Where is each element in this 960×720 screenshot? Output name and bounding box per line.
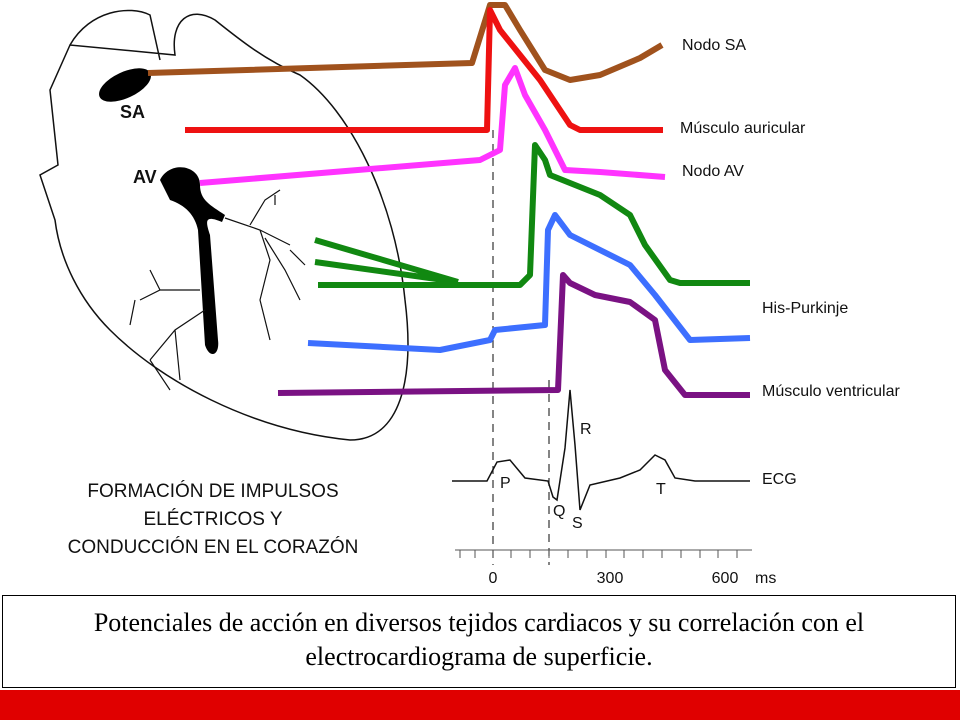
- purkinje-fibers: [129, 189, 306, 391]
- action-potentials: [147, 2, 751, 398]
- trace-label: Músculo auricular: [680, 120, 806, 137]
- trace-label: ECG: [762, 471, 797, 488]
- ecg-wave: T: [656, 481, 666, 498]
- caption: Potenciales de acción en diversos tejido…: [2, 595, 956, 688]
- diagram: SA AV Nodo SA Músculo auricular Nodo AV …: [39, 2, 901, 587]
- axis-tick-label: 300: [597, 570, 624, 587]
- axis-tick-label: 0: [489, 570, 498, 587]
- ecg-wave: R: [580, 421, 592, 438]
- ecg-wave: S: [572, 515, 583, 532]
- heart-outline: [39, 9, 409, 441]
- ecg-trace: [452, 389, 750, 511]
- ecg-wave: P: [500, 475, 511, 492]
- axis-unit: ms: [755, 570, 776, 587]
- title-line: CONDUCCIÓN EN EL CORAZÓN: [68, 536, 359, 558]
- footer-bar: [0, 690, 960, 720]
- title-line: ELÉCTRICOS Y: [143, 509, 282, 530]
- conduction-system: [99, 68, 225, 355]
- trace-label: Nodo AV: [682, 163, 744, 180]
- title-line: FORMACIÓN DE IMPULSOS: [87, 480, 338, 502]
- trace-label: Nodo SA: [682, 37, 746, 54]
- heart-label: SA: [120, 102, 145, 122]
- heart-label: AV: [133, 167, 157, 187]
- time-axis: [455, 549, 752, 558]
- axis-tick-label: 600: [712, 570, 739, 587]
- trace-label: Músculo ventricular: [762, 383, 901, 400]
- trace-label: His-Purkinje: [762, 300, 848, 317]
- ecg-wave: Q: [553, 503, 565, 520]
- timing-lines: [492, 130, 550, 565]
